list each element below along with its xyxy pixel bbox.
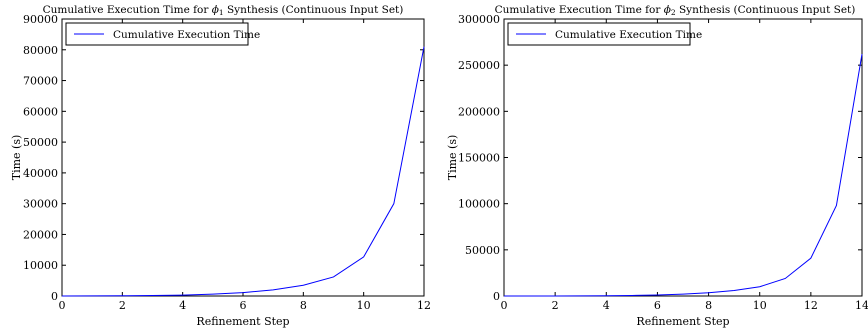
y-tick-label: 200000: [458, 105, 500, 118]
legend-box: [65, 22, 249, 46]
series-line: [503, 54, 863, 297]
legend: Cumulative Execution Time: [507, 22, 702, 46]
x-tick-label: 4: [603, 299, 610, 312]
data-point: [212, 294, 213, 295]
data-point: [333, 276, 334, 277]
x-tick-label: 0: [59, 299, 66, 312]
data-point: [555, 295, 556, 296]
x-tick-label: 14: [855, 299, 868, 312]
data-point: [785, 278, 786, 279]
chart-title: Cumulative Execution Time for ϕ2 Synthes…: [495, 4, 856, 17]
y-tick-label: 100000: [458, 198, 500, 211]
y-tick-label: 70000: [23, 75, 58, 88]
y-tick-label: 50000: [23, 136, 58, 149]
data-point: [734, 290, 735, 291]
chart-svg: 0 2 4 6 8 10 12 14 0 50000 100000 150000 200000 25000…: [446, 4, 868, 328]
legend-box: [507, 22, 691, 46]
data-point: [62, 296, 63, 297]
y-tick-label: 30000: [23, 198, 58, 211]
y-axis-label: Time (s): [446, 135, 459, 181]
y-tick-label: 20000: [23, 228, 58, 241]
y-tick-label: 250000: [458, 59, 500, 72]
data-point: [862, 54, 863, 55]
y-tick-label: 10000: [23, 259, 58, 272]
x-tick-label: 8: [705, 299, 712, 312]
legend-label: Cumulative Execution Time: [555, 29, 702, 41]
y-tick-label: 90000: [23, 13, 58, 26]
data-point: [836, 205, 837, 206]
data-point: [708, 292, 709, 293]
data-point: [243, 292, 244, 293]
y-tick-label: 40000: [23, 167, 58, 180]
chart-title: Cumulative Execution Time for ϕ1 Synthes…: [43, 4, 404, 17]
data-point: [303, 285, 304, 286]
y-tick-label: 80000: [23, 44, 58, 57]
x-tick-label: 0: [501, 299, 508, 312]
data-point: [182, 295, 183, 296]
data-point: [273, 289, 274, 290]
x-axis-label: Refinement Step: [196, 315, 289, 328]
data-point: [683, 294, 684, 295]
chart-svg: 0 2 4 6 8 10 12 0 10000 20000 30000 40000 50000 60000…: [10, 4, 431, 328]
chart-phi2: 0 2 4 6 8 10 12 14 0 50000 100000 150000 200000 25000…: [434, 0, 868, 331]
y-tick-label: 150000: [458, 152, 500, 165]
plot-frame: [61, 18, 425, 297]
data-point: [529, 295, 530, 296]
data-point: [363, 256, 364, 257]
legend: Cumulative Execution Time: [65, 22, 260, 46]
data-point: [152, 295, 153, 296]
x-tick-label: 8: [300, 299, 307, 312]
data-point: [606, 295, 607, 296]
data-point: [393, 203, 394, 204]
x-tick-label: 10: [357, 299, 371, 312]
legend-label: Cumulative Execution Time: [113, 29, 260, 41]
x-axis-label: Refinement Step: [636, 315, 729, 328]
y-tick-label: 50000: [465, 244, 500, 257]
chart-phi1: 0 2 4 6 8 10 12 0 10000 20000 30000 40000 50000 60000…: [0, 0, 434, 331]
data-point: [424, 46, 425, 47]
data-point: [504, 296, 505, 297]
x-tick-label: 2: [552, 299, 559, 312]
data-point: [810, 258, 811, 259]
y-tick-label: 60000: [23, 105, 58, 118]
data-point: [631, 295, 632, 296]
x-tick-label: 6: [654, 299, 661, 312]
y-tick-label: 300000: [458, 13, 500, 26]
series-line: [61, 46, 425, 297]
plot-frame: [503, 18, 863, 297]
y-tick-label: 0: [493, 290, 500, 303]
data-point: [657, 294, 658, 295]
y-tick-label: 0: [51, 290, 58, 303]
x-tick-label: 6: [240, 299, 247, 312]
x-tick-label: 12: [804, 299, 818, 312]
data-point: [122, 295, 123, 296]
x-tick-label: 4: [179, 299, 186, 312]
y-axis-label: Time (s): [10, 135, 23, 181]
x-tick-label: 10: [753, 299, 767, 312]
x-tick-label: 12: [417, 299, 431, 312]
x-tick-label: 2: [119, 299, 126, 312]
data-point: [92, 295, 93, 296]
data-point: [580, 295, 581, 296]
data-point: [759, 286, 760, 287]
